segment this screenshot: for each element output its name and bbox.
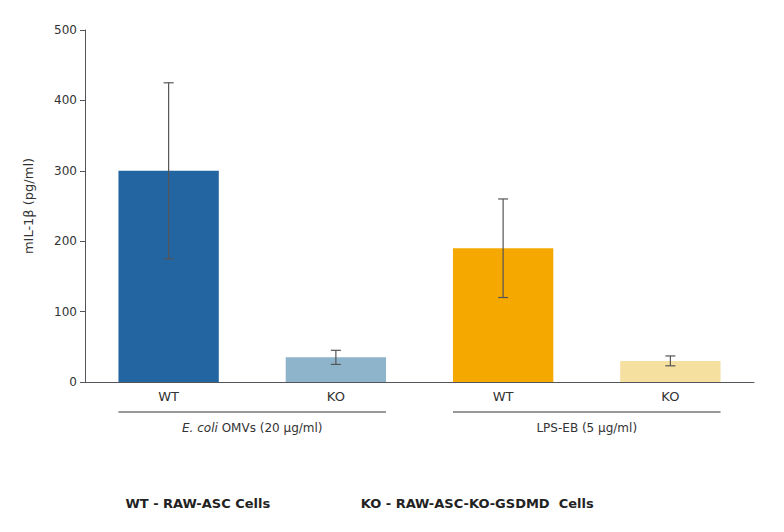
svg-text:200: 200 <box>54 234 77 248</box>
svg-text:WT - RAW-ASC Cells: WT - RAW-ASC Cells <box>125 496 270 511</box>
svg-text:KO: KO <box>661 389 679 404</box>
svg-text:500: 500 <box>54 23 77 37</box>
svg-text:OMVs (20 μg/ml): OMVs (20 μg/ml) <box>218 421 323 435</box>
svg-text:KO: KO <box>327 389 345 404</box>
svg-text:WT: WT <box>158 389 179 404</box>
svg-text:KO - RAW-ASC-KO-GSDMD Cells: KO - RAW-ASC-KO-GSDMD Cells <box>361 496 594 511</box>
svg-text:400: 400 <box>54 93 77 107</box>
svg-text:100: 100 <box>54 305 77 319</box>
svg-text:mIL-1β (pg/ml): mIL-1β (pg/ml) <box>21 158 36 254</box>
svg-text:0: 0 <box>69 375 77 389</box>
svg-text:WT: WT <box>493 389 514 404</box>
svg-text:E. coli: E. coli <box>182 421 218 435</box>
svg-text:LPS-EB (5 μg/ml): LPS-EB (5 μg/ml) <box>536 421 637 435</box>
svg-text:300: 300 <box>54 164 77 178</box>
